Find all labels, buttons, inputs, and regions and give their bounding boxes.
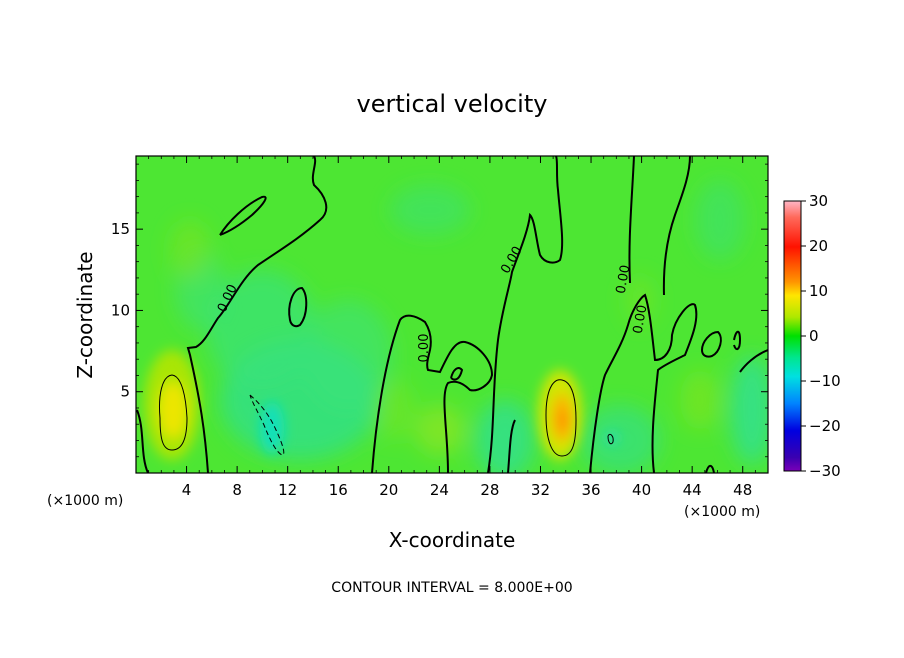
contour-line [628, 156, 635, 284]
contour-line [487, 156, 564, 473]
colorbar-ticks: 30 20 10 0 −10 −20 −30 [801, 192, 841, 480]
x-axis-ticks: 4 8 12 16 20 24 28 32 36 40 44 48 [148, 156, 756, 499]
contour-line [450, 367, 464, 381]
x-unit-label-right: (×1000 m) [684, 504, 760, 520]
y-tick-label: 5 [120, 383, 130, 401]
contour-negative [607, 433, 614, 445]
contour-line [288, 286, 308, 328]
x-tick-label: 4 [182, 481, 192, 499]
x-tick-label: 28 [480, 481, 499, 499]
plot-area: 0.000.000.000.000.00 [136, 156, 768, 473]
y-tick-label: 15 [111, 220, 130, 238]
contour-lines-thin [159, 374, 614, 457]
contour-positive [159, 374, 188, 451]
x-tick-label: 36 [581, 481, 600, 499]
contour-label: 0.00 [417, 334, 432, 363]
contour-line [662, 156, 691, 296]
x-tick-label: 12 [278, 481, 297, 499]
x-tick-label: 20 [379, 481, 398, 499]
colorbar-tick-label: −20 [809, 417, 841, 435]
contour-label: 0.00 [614, 264, 634, 295]
field-variations [170, 180, 768, 473]
contour-line [705, 464, 715, 473]
y-axis-label: Z-coordinate [73, 251, 97, 378]
chart-title: vertical velocity [357, 90, 548, 118]
contour-label: 0.00 [631, 304, 651, 335]
x-tick-label: 16 [329, 481, 348, 499]
colorbar-tick-label: 20 [809, 237, 828, 255]
contour-interval-note: CONTOUR INTERVAL = 8.000E+00 [331, 580, 572, 596]
contour-line [733, 330, 742, 351]
x-tick-label: 32 [531, 481, 550, 499]
colorbar-tick-label: 0 [809, 327, 819, 345]
x-tick-label: 24 [430, 481, 449, 499]
colorbar [783, 200, 802, 472]
contour-negative [249, 394, 285, 456]
contour-line [589, 293, 698, 473]
colorbar-tick-label: 10 [809, 282, 828, 300]
colorbar-tick-label: −30 [809, 462, 841, 480]
y-axis-ticks: 5 10 15 [111, 163, 768, 458]
x-tick-label: 48 [733, 481, 752, 499]
contour-lines [136, 156, 768, 473]
contour-positive [545, 379, 577, 457]
contour-line [219, 195, 267, 236]
contour-line [186, 156, 328, 473]
contour-line [136, 409, 149, 473]
x-tick-label: 40 [632, 481, 651, 499]
colorbar-tick-label: 30 [809, 192, 828, 210]
x-unit-label-left: (×1000 m) [47, 493, 123, 509]
colorbar-tick-label: −10 [809, 372, 841, 390]
contour-line [507, 419, 516, 473]
x-tick-label: 8 [232, 481, 242, 499]
x-axis-label: X-coordinate [389, 528, 516, 552]
y-tick-label: 10 [111, 301, 130, 319]
contour-line [371, 314, 494, 473]
x-tick-label: 44 [683, 481, 702, 499]
contour-line [701, 330, 722, 358]
contour-line [739, 349, 768, 373]
